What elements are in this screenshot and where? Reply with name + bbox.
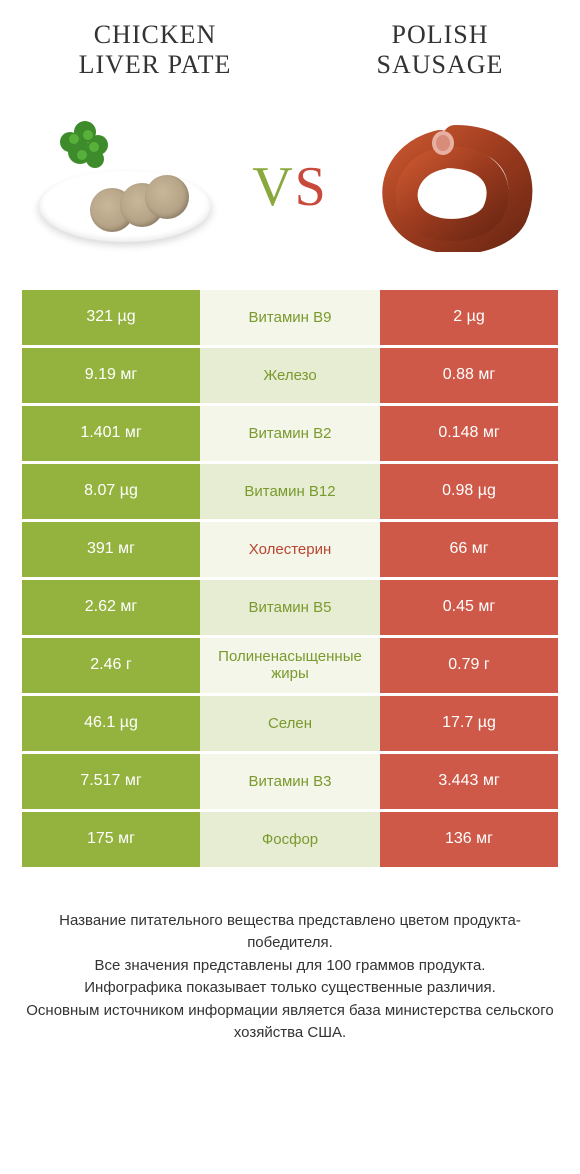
sausage-image: [360, 107, 550, 267]
cell-nutrient-label: Витамин B12: [200, 464, 380, 519]
cell-right-value: 0.88 мг: [380, 348, 558, 403]
cell-right-value: 0.98 µg: [380, 464, 558, 519]
title-left: CHICKEN LIVER PATE: [40, 20, 270, 80]
comparison-table: 321 µgВитамин B92 µg9.19 мгЖелезо0.88 мг…: [0, 290, 580, 867]
vs-v: V: [252, 156, 294, 218]
cell-nutrient-label: Селен: [200, 696, 380, 751]
cell-right-value: 66 мг: [380, 522, 558, 577]
title-right: POLISH SAUSAGE: [340, 20, 540, 80]
cell-right-value: 3.443 мг: [380, 754, 558, 809]
table-row: 1.401 мгВитамин B20.148 мг: [22, 406, 558, 461]
table-row: 2.62 мгВитамин B50.45 мг: [22, 580, 558, 635]
header: CHICKEN LIVER PATE POLISH SAUSAGE: [0, 0, 580, 90]
cell-left-value: 46.1 µg: [22, 696, 200, 751]
cell-left-value: 2.62 мг: [22, 580, 200, 635]
title-left-line2: LIVER PATE: [40, 50, 270, 80]
table-row: 46.1 µgСелен17.7 µg: [22, 696, 558, 751]
footer-line-4: Основным источником информации является …: [25, 1000, 555, 1045]
title-right-line1: POLISH: [340, 20, 540, 50]
cell-left-value: 7.517 мг: [22, 754, 200, 809]
cell-left-value: 2.46 г: [22, 638, 200, 693]
table-row: 391 мгХолестерин66 мг: [22, 522, 558, 577]
cell-right-value: 0.148 мг: [380, 406, 558, 461]
title-right-line2: SAUSAGE: [340, 50, 540, 80]
cell-nutrient-label: Витамин B2: [200, 406, 380, 461]
cell-right-value: 17.7 µg: [380, 696, 558, 751]
footer-line-1: Название питательного вещества представл…: [25, 910, 555, 955]
cell-nutrient-label: Железо: [200, 348, 380, 403]
cell-left-value: 1.401 мг: [22, 406, 200, 461]
footer-line-2: Все значения представлены для 100 граммо…: [25, 955, 555, 978]
pate-image: [30, 107, 220, 267]
cell-right-value: 0.79 г: [380, 638, 558, 693]
table-row: 9.19 мгЖелезо0.88 мг: [22, 348, 558, 403]
cell-left-value: 9.19 мг: [22, 348, 200, 403]
table-row: 2.46 гПолиненасыщенные жиры0.79 г: [22, 638, 558, 693]
title-left-line1: CHICKEN: [40, 20, 270, 50]
cell-nutrient-label: Витамин B3: [200, 754, 380, 809]
cell-nutrient-label: Полиненасыщенные жиры: [200, 638, 380, 693]
cell-left-value: 175 мг: [22, 812, 200, 867]
images-row: VS: [0, 90, 580, 290]
cell-left-value: 8.07 µg: [22, 464, 200, 519]
cell-right-value: 2 µg: [380, 290, 558, 345]
vs-label: VS: [252, 155, 328, 219]
table-row: 7.517 мгВитамин B33.443 мг: [22, 754, 558, 809]
table-row: 175 мгФосфор136 мг: [22, 812, 558, 867]
cell-right-value: 0.45 мг: [380, 580, 558, 635]
footer-line-3: Инфографика показывает только существенн…: [25, 977, 555, 1000]
cell-nutrient-label: Витамин B5: [200, 580, 380, 635]
cell-nutrient-label: Холестерин: [200, 522, 380, 577]
cell-left-value: 391 мг: [22, 522, 200, 577]
sausage-icon: [375, 122, 535, 252]
table-row: 321 µgВитамин B92 µg: [22, 290, 558, 345]
footer: Название питательного вещества представл…: [0, 870, 580, 1045]
cell-nutrient-label: Фосфор: [200, 812, 380, 867]
parsley-icon: [50, 117, 120, 187]
vs-s: S: [295, 156, 328, 218]
cell-nutrient-label: Витамин B9: [200, 290, 380, 345]
cell-right-value: 136 мг: [380, 812, 558, 867]
cell-left-value: 321 µg: [22, 290, 200, 345]
table-row: 8.07 µgВитамин B120.98 µg: [22, 464, 558, 519]
